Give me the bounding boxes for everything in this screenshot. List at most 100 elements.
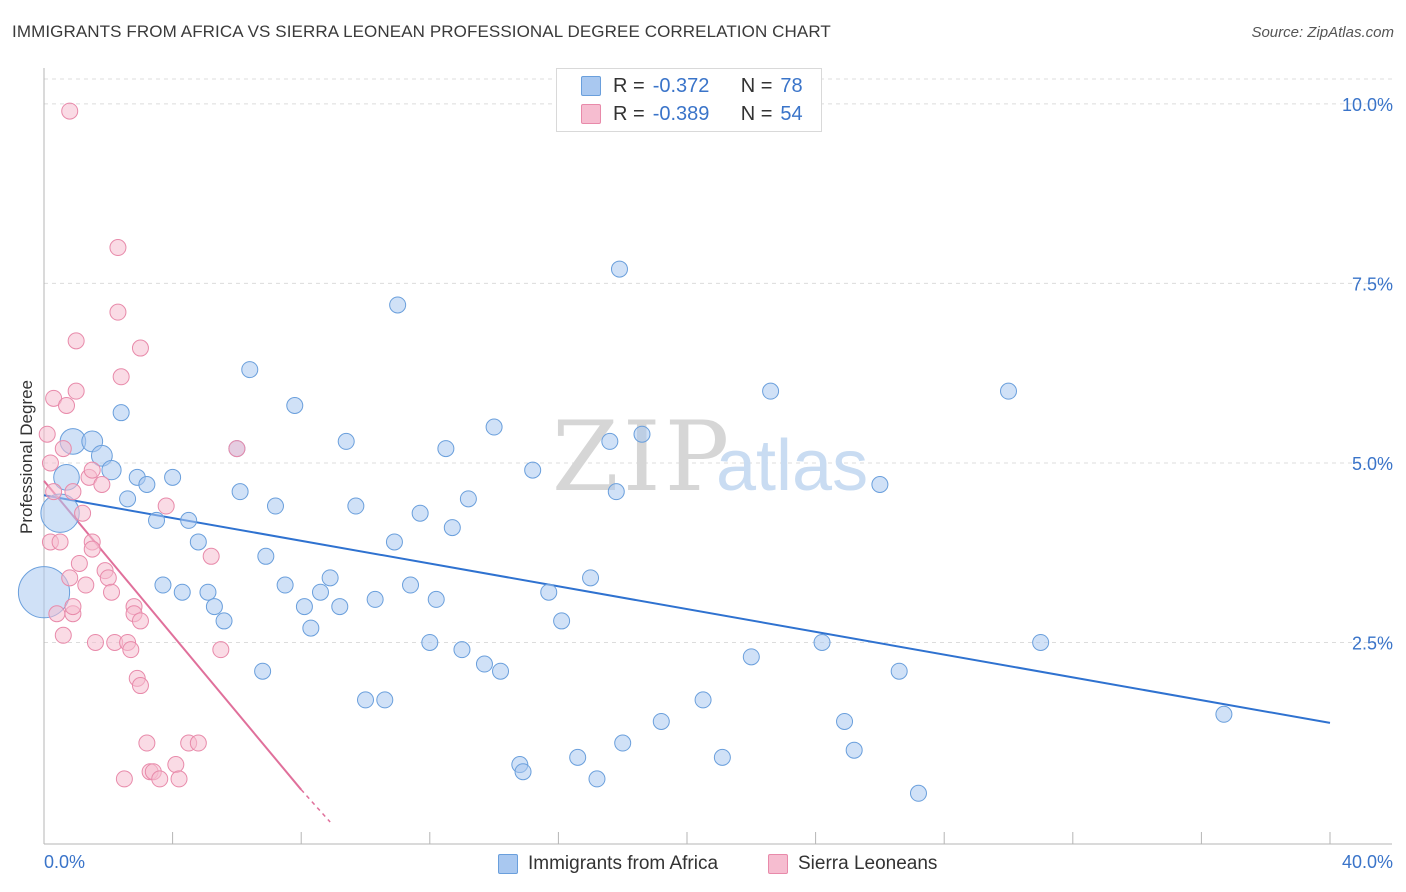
sierra-leone-point (138, 734, 156, 752)
africa-point (337, 432, 355, 450)
africa-point (762, 382, 780, 400)
africa-point (376, 691, 394, 709)
r-value: -0.389 (652, 102, 710, 125)
africa-point (180, 511, 198, 529)
africa-point (112, 404, 130, 422)
sierra-leone-point (45, 483, 63, 501)
watermark-zip: ZIP (552, 401, 733, 513)
africa-point (607, 483, 625, 501)
x-tick-label: 0.0% (44, 852, 85, 872)
africa-point (1000, 382, 1017, 400)
legend-swatch-sierra-leone (581, 104, 601, 124)
africa-point (836, 712, 854, 730)
tick-labels: 2.5% 5.0% 7.5% 10.0% 0.0% 40.0% (44, 95, 1393, 872)
chart-title: IMMIGRANTS FROM AFRICA VS SIERRA LEONEAN… (12, 22, 831, 41)
africa-point (427, 590, 445, 608)
africa-point (569, 748, 587, 766)
n-label: N = (740, 74, 773, 97)
sierra-leone-point (41, 454, 59, 472)
sierra-leone-point (54, 440, 72, 458)
africa-point (254, 662, 272, 680)
y-tick-label: 5.0% (1352, 454, 1393, 474)
africa-point (90, 444, 113, 467)
sierra-leone-point (189, 734, 207, 752)
sierra-leone-point (167, 756, 185, 774)
n-value: 54 (780, 102, 803, 125)
sierra-leone-point (48, 605, 66, 623)
africa-point (148, 511, 166, 529)
africa-point (302, 619, 320, 637)
africa-point (871, 475, 889, 493)
africa-point (582, 569, 600, 587)
data-points (17, 102, 1233, 802)
africa-point (459, 490, 477, 508)
africa-point (443, 519, 461, 537)
r-label: R = (613, 74, 645, 97)
legend-swatch-africa (581, 76, 601, 96)
africa-point (588, 770, 606, 788)
africa-point (453, 641, 471, 659)
sierra-leone-point (131, 339, 149, 357)
sierra-leone-point (93, 475, 111, 493)
sierra-leone-point (109, 303, 127, 321)
sierra-leone-point (202, 547, 220, 565)
africa-point (540, 583, 558, 601)
legend-item-sierra-leone[interactable]: Sierra Leoneans (768, 852, 937, 876)
africa-point (514, 763, 532, 781)
trend-lines (43, 480, 1331, 823)
africa-point (614, 734, 632, 752)
r-label: R = (613, 102, 645, 125)
africa-point (421, 633, 439, 651)
sierra-leone-point (86, 633, 104, 651)
sierra-leone-point (70, 554, 88, 572)
sierra-leone-point (115, 770, 133, 788)
africa-point (601, 432, 619, 450)
africa-point (411, 504, 429, 522)
n-label: N = (740, 102, 773, 125)
africa-point (633, 425, 651, 443)
africa-point (321, 569, 339, 587)
sierra-leone-point (45, 389, 63, 407)
y-tick-label: 2.5% (1352, 633, 1393, 653)
sierra-leone-point (61, 569, 79, 587)
africa-point (694, 691, 712, 709)
africa-point (257, 547, 275, 565)
y-tick-label: 7.5% (1352, 274, 1393, 294)
africa-point (389, 296, 407, 314)
africa-point (295, 598, 313, 616)
africa-point (199, 583, 217, 601)
africa-point (173, 583, 191, 601)
africa-point (189, 533, 207, 551)
sierra-leone-point (131, 677, 149, 695)
legend-item-africa[interactable]: Immigrants from Africa (498, 852, 718, 876)
sierra-leone-point (83, 461, 101, 479)
sierra-leone-point (112, 368, 130, 386)
sierra-leone-point (228, 440, 246, 458)
watermark-atlas: atlas (716, 426, 868, 506)
stats-legend: R = -0.372 N = 78 R = -0.389 N = 54 (556, 68, 822, 132)
africa-point (402, 576, 420, 594)
r-value: -0.372 (652, 74, 710, 97)
africa-point (1215, 705, 1233, 723)
africa-point (119, 490, 137, 508)
africa-point (845, 741, 863, 759)
africa-point (357, 691, 374, 709)
gridlines (44, 78, 1392, 643)
sierra-leone-point (77, 576, 95, 594)
y-axis-label: Professional Degree (17, 379, 36, 535)
africa-point (909, 784, 927, 802)
sierra-leone-point (64, 598, 82, 616)
africa-point (311, 583, 329, 601)
legend-swatch-africa (498, 854, 518, 874)
africa-point (485, 418, 503, 436)
africa-point (164, 468, 182, 486)
stats-row-africa: R = -0.372 N = 78 (581, 72, 803, 100)
sierra-leone-point (157, 497, 175, 515)
africa-point (231, 483, 249, 501)
sierra-leone-point (83, 540, 101, 558)
africa-point (205, 598, 223, 616)
sierra-leone-point (99, 569, 117, 587)
africa-point (331, 598, 349, 616)
legend-label: Sierra Leoneans (798, 853, 938, 874)
africa-point (553, 612, 571, 630)
